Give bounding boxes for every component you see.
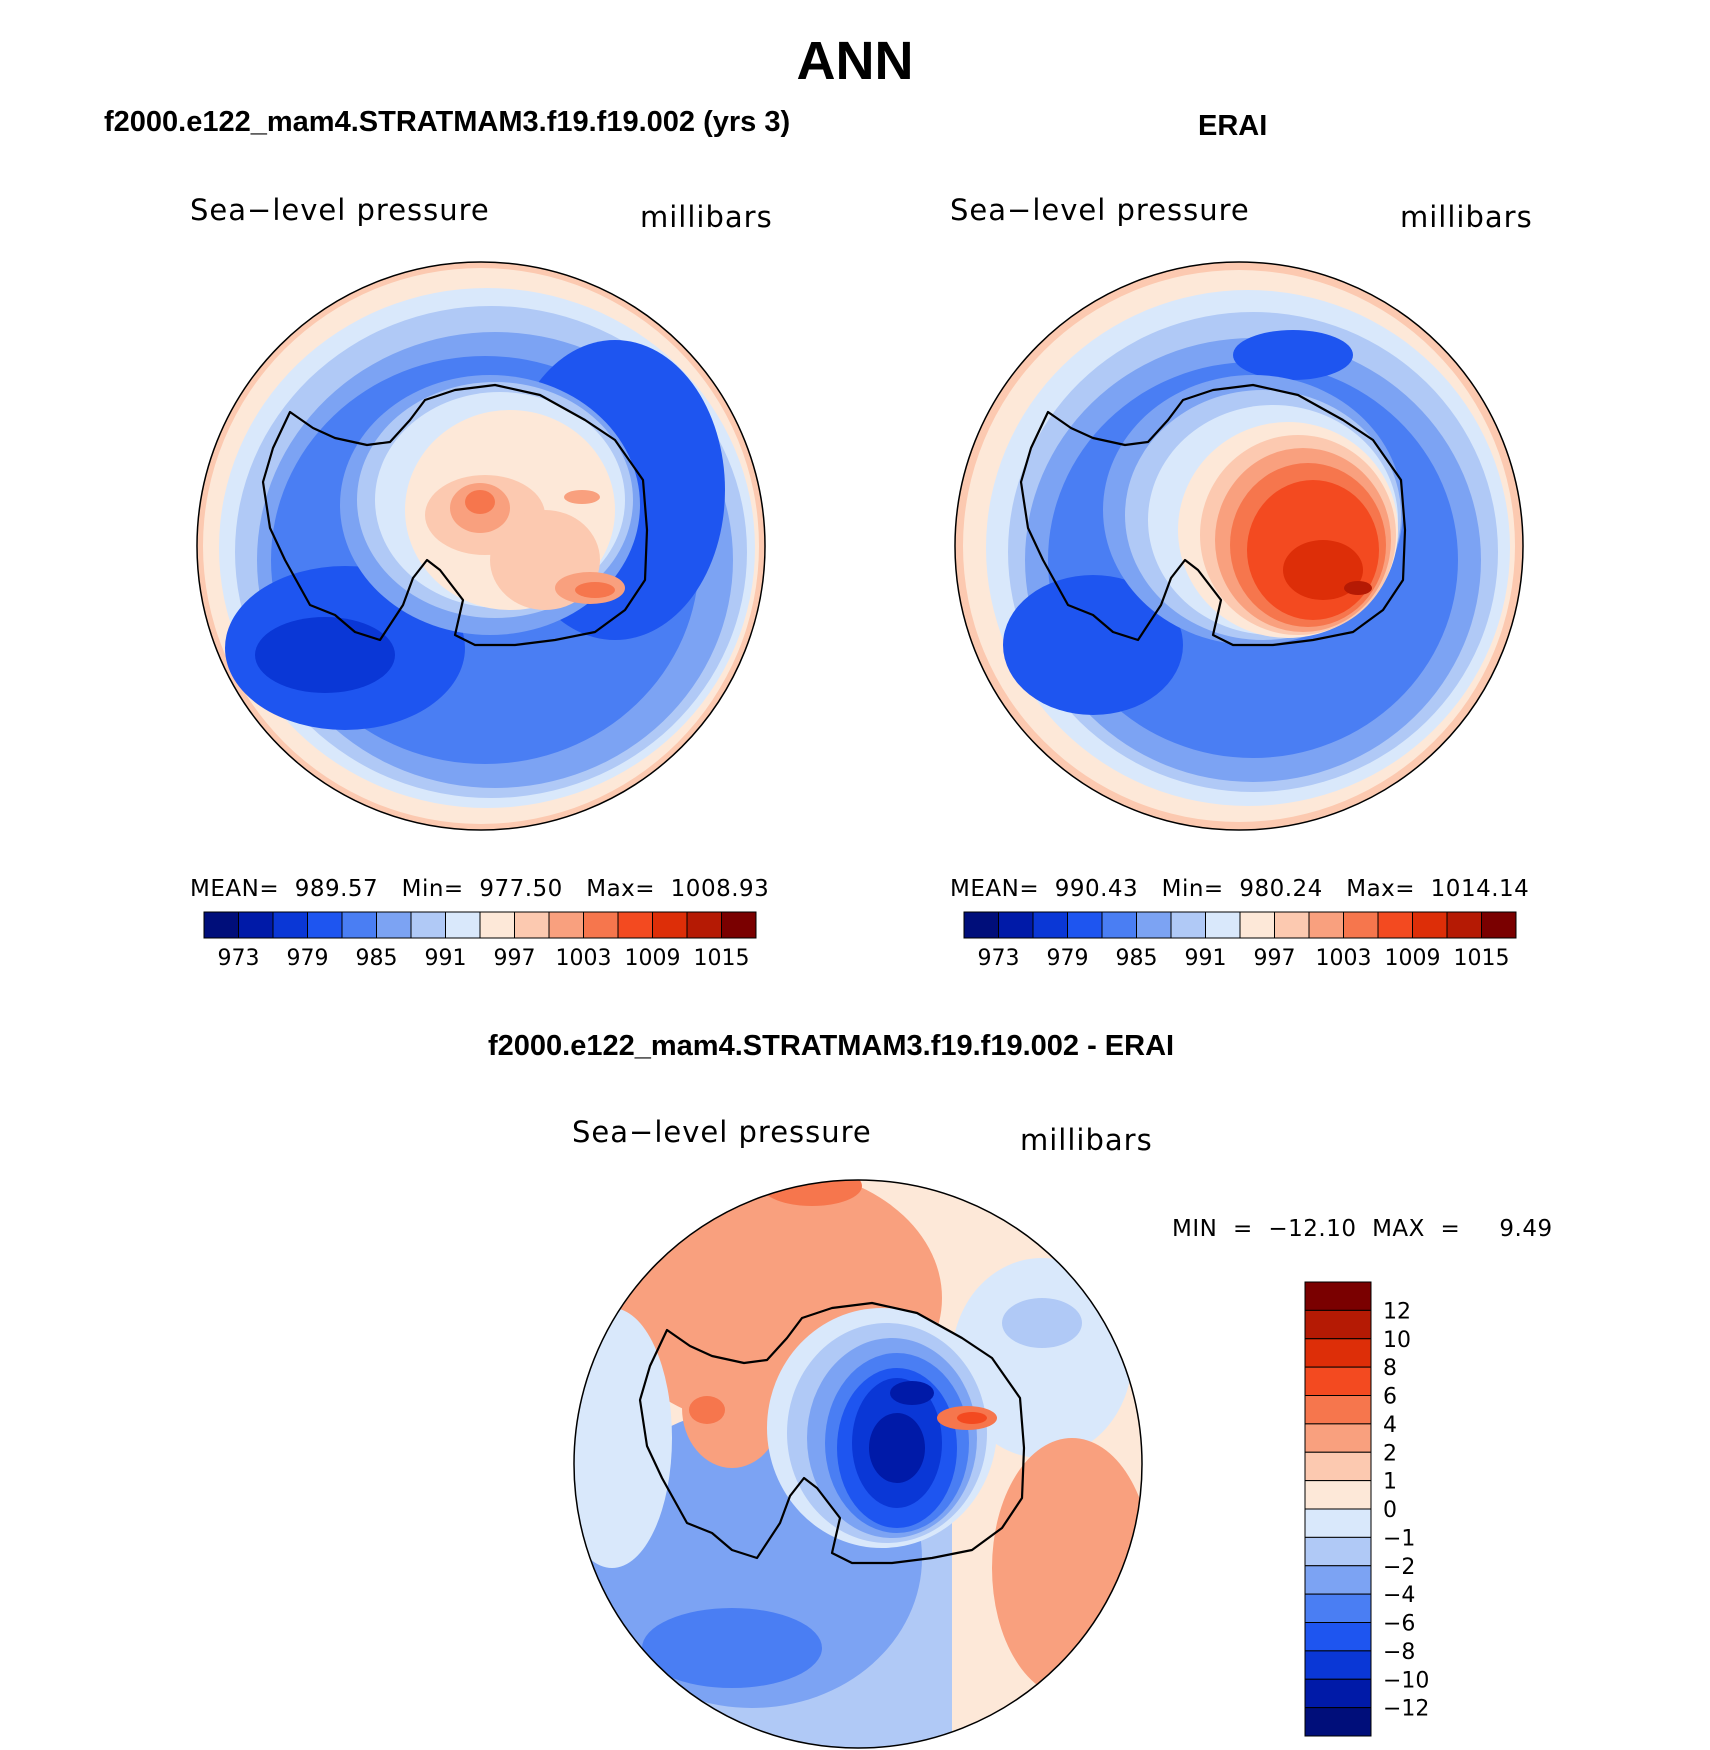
erai-colorbar-swatch xyxy=(1412,911,1448,939)
diff-colorbar-swatch xyxy=(1304,1451,1372,1482)
model-variable-label: Sea−level pressure xyxy=(190,193,490,227)
diff-colorbar-tick-label: 10 xyxy=(1383,1328,1411,1353)
erai-colorbar-swatch xyxy=(1308,911,1344,939)
erai-colorbar-tick-label: 991 xyxy=(1185,946,1227,971)
model-colorbar-swatch xyxy=(376,911,412,939)
model-stats: MEAN= 989.57 Min= 977.50 Max= 1008.93 xyxy=(190,876,770,902)
model-colorbar-tick-label: 985 xyxy=(356,946,398,971)
diff-colorbar-swatch xyxy=(1304,1480,1372,1510)
erai-colorbar-swatch xyxy=(1481,911,1517,939)
erai-case-title: ERAI xyxy=(1198,110,1268,142)
diff-colorbar-tick-label: −12 xyxy=(1383,1697,1429,1722)
diff-colorbar-tick-label: 12 xyxy=(1383,1299,1411,1324)
diff-polar-map xyxy=(573,1179,1143,1749)
model-colorbar-tick-label: 991 xyxy=(425,946,467,971)
erai-colorbar-tick-label: 1009 xyxy=(1385,946,1441,971)
diff-variable-label: Sea−level pressure xyxy=(572,1115,872,1149)
diff-colorbar-swatch xyxy=(1304,1338,1372,1368)
diff-colorbar-swatch xyxy=(1304,1366,1372,1396)
model-colorbar-tick-label: 1015 xyxy=(694,946,750,971)
erai-colorbar-swatch xyxy=(998,911,1034,939)
diff-units-label: millibars xyxy=(1020,1123,1153,1157)
erai-colorbar-tick-label: 1015 xyxy=(1454,946,1510,971)
model-colorbar-swatch xyxy=(583,911,619,939)
model-colorbar-swatch xyxy=(686,911,722,939)
model-colorbar-swatch xyxy=(410,911,446,939)
diff-colorbar-tick-label: 4 xyxy=(1383,1413,1397,1438)
erai-colorbar-tick-label: 979 xyxy=(1047,946,1089,971)
model-colorbar-swatch xyxy=(272,911,308,939)
diff-colorbar-swatch xyxy=(1304,1281,1372,1311)
model-colorbar-swatch xyxy=(238,911,274,939)
model-colorbar-swatch xyxy=(652,911,688,939)
erai-colorbar-tick-label: 1003 xyxy=(1316,946,1372,971)
diff-colorbar-tick-label: −1 xyxy=(1383,1526,1415,1551)
diff-colorbar-swatch xyxy=(1304,1593,1372,1623)
diff-colorbar-tick-label: −10 xyxy=(1383,1668,1429,1693)
diff-colorbar-swatch xyxy=(1304,1423,1372,1453)
erai-colorbar-swatch xyxy=(1274,911,1310,939)
diff-colorbar-tick-label: −2 xyxy=(1383,1555,1415,1580)
erai-colorbar-swatch xyxy=(1446,911,1482,939)
erai-colorbar: 973 979 985 991 997 1003 1009 1015 xyxy=(963,911,1517,971)
model-colorbar-swatch xyxy=(479,911,515,939)
diff-colorbar-tick-label: 2 xyxy=(1383,1441,1397,1466)
model-colorbar-swatch xyxy=(514,911,550,939)
erai-colorbar-swatch xyxy=(1239,911,1275,939)
erai-variable-label: Sea−level pressure xyxy=(950,193,1250,227)
main-title: ANN xyxy=(796,31,914,91)
model-colorbar-swatch xyxy=(548,911,584,939)
diff-colorbar-swatch xyxy=(1304,1678,1372,1709)
model-colorbar-swatch xyxy=(203,911,239,939)
diff-colorbar-swatch xyxy=(1304,1622,1372,1652)
model-colorbar-swatch xyxy=(445,911,481,939)
diff-colorbar-swatch xyxy=(1304,1536,1372,1567)
erai-colorbar-swatch xyxy=(1067,911,1103,939)
diff-colorbar-tick-label: −8 xyxy=(1383,1640,1415,1665)
model-colorbar-tick-label: 1009 xyxy=(625,946,681,971)
diff-colorbar-tick-label: 8 xyxy=(1383,1356,1397,1381)
erai-units-label: millibars xyxy=(1400,200,1533,234)
model-units-label: millibars xyxy=(640,200,773,234)
diff-colorbar-swatch xyxy=(1304,1707,1372,1737)
model-colorbar-tick-label: 997 xyxy=(494,946,536,971)
diff-colorbar-tick-label: −4 xyxy=(1383,1583,1415,1608)
erai-colorbar-swatch xyxy=(1032,911,1068,939)
model-colorbar-swatch xyxy=(617,911,653,939)
erai-colorbar-swatch xyxy=(1343,911,1379,939)
erai-colorbar-tick-label: 997 xyxy=(1254,946,1296,971)
diff-colorbar-swatch xyxy=(1304,1508,1372,1538)
model-colorbar-swatch xyxy=(341,911,377,939)
diff-colorbar-tick-label: 1 xyxy=(1383,1470,1397,1495)
erai-colorbar-swatch xyxy=(1377,911,1413,939)
erai-colorbar-swatch xyxy=(1136,911,1172,939)
erai-colorbar-swatch xyxy=(1170,911,1206,939)
diff-stats: MIN = −12.10 MAX = 9.49 xyxy=(1172,1216,1553,1242)
model-colorbar-tick-label: 973 xyxy=(218,946,260,971)
erai-colorbar-swatch xyxy=(963,911,999,939)
model-case-title: f2000.e122_mam4.STRATMAM3.f19.f19.002 (y… xyxy=(104,106,791,138)
erai-colorbar-swatch xyxy=(1205,911,1241,939)
diff-colorbar-tick-label: 0 xyxy=(1383,1498,1397,1523)
model-colorbar: 973 979 985 991 997 1003 1009 1015 xyxy=(203,911,757,971)
model-colorbar-swatch xyxy=(307,911,343,939)
diff-colorbar-swatch xyxy=(1304,1309,1372,1340)
erai-stats: MEAN= 990.43 Min= 980.24 Max= 1014.14 xyxy=(950,876,1530,902)
model-colorbar-tick-label: 1003 xyxy=(556,946,612,971)
diff-colorbar-tick-label: 6 xyxy=(1383,1385,1397,1410)
diff-colorbar-tick-label: −6 xyxy=(1383,1612,1415,1637)
model-colorbar-swatch xyxy=(721,911,757,939)
erai-colorbar-tick-label: 973 xyxy=(978,946,1020,971)
model-colorbar-tick-label: 979 xyxy=(287,946,329,971)
diff-colorbar-swatch xyxy=(1304,1395,1372,1425)
erai-colorbar-tick-label: 985 xyxy=(1116,946,1158,971)
diff-colorbar-swatch xyxy=(1304,1565,1372,1595)
erai-colorbar-swatch xyxy=(1101,911,1137,939)
model-polar-map xyxy=(196,261,766,831)
diff-colorbar-swatch xyxy=(1304,1650,1372,1680)
erai-polar-map xyxy=(954,261,1524,831)
diff-case-title: f2000.e122_mam4.STRATMAM3.f19.f19.002 - … xyxy=(488,1030,1175,1062)
